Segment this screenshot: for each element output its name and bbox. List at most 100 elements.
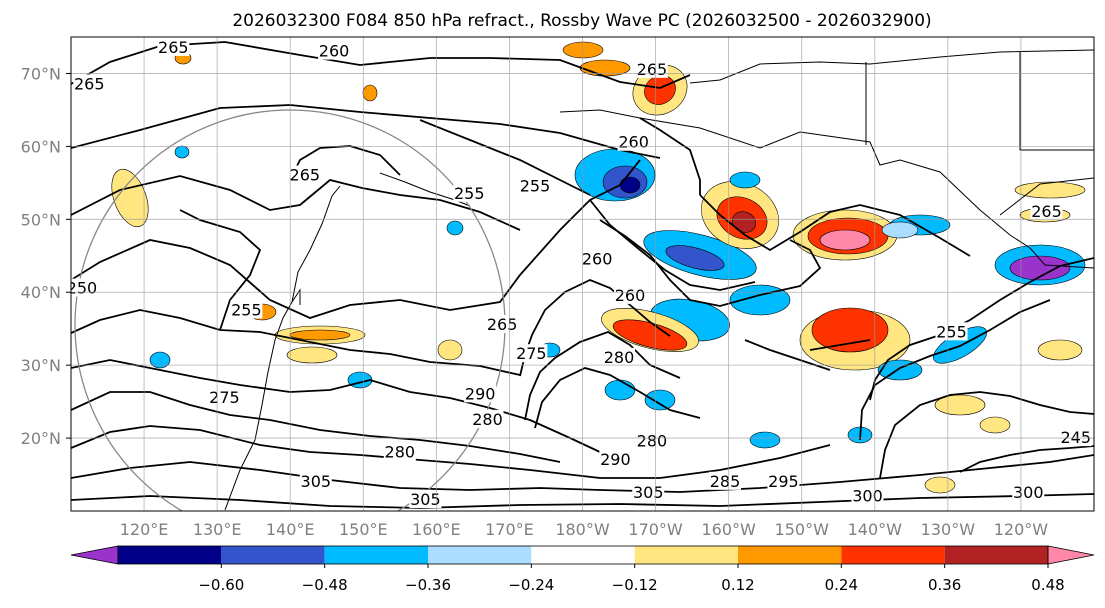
anomaly-region-48 (174, 145, 190, 159)
lon-tick-label-3: 150°E (339, 520, 388, 539)
anomaly-region-10 (619, 176, 641, 194)
colorbar-segment-6 (738, 546, 842, 564)
lon-tick-label-7: 170°W (628, 520, 683, 539)
lon-tick-label-10: 140°W (848, 520, 903, 539)
anomaly-region-33 (1009, 255, 1071, 281)
contour-label-17: 280 (385, 443, 416, 462)
contour-label-22: 305 (410, 490, 441, 509)
anomaly-region-42 (604, 379, 636, 401)
anomaly-region-26 (289, 329, 351, 341)
anomaly-region-40 (749, 431, 781, 449)
anomaly-region-51 (644, 389, 676, 411)
lon-tick-label-4: 160°E (412, 520, 461, 539)
contour-label-bg-7 (519, 176, 552, 195)
lon-tick-label-6: 180°W (555, 520, 610, 539)
chart-title: 2026032300 F084 850 hPa refract., Rossby… (232, 11, 931, 31)
contour-label-16: 275 (209, 388, 240, 407)
anomaly-region-36 (1037, 339, 1083, 361)
contour-label-bg-18 (471, 409, 504, 428)
contour-label-9: 255 (231, 300, 262, 319)
contour-label-15: 290 (465, 384, 496, 403)
anomaly-region-35 (877, 359, 923, 381)
contour-label-0: 265 (74, 74, 105, 93)
contour-label-bg-19 (599, 449, 632, 468)
lat-tick-label-2: 40°N (21, 283, 61, 302)
contour-label-10: 265 (487, 315, 518, 334)
contour-label-8: 250 (67, 279, 98, 298)
colorbar-extend-max (1047, 545, 1095, 565)
lon-tick-label-11: 130°W (921, 520, 976, 539)
contour-label-5: 265 (290, 166, 321, 185)
contour-label-30: 255 (936, 322, 967, 341)
anomaly-region-4 (562, 41, 604, 59)
anomaly-region-3 (362, 84, 378, 102)
contour-label-bg-27 (1012, 482, 1045, 501)
lat-tick-label-5: 70°N (21, 64, 61, 83)
colorbar-segment-1 (221, 546, 325, 564)
colorbar-tick-label-6: 0.24 (825, 576, 858, 594)
colorbar-tick-label-1: −0.48 (302, 576, 348, 594)
anomaly-region-29 (437, 339, 463, 361)
refractivity-shading (111, 41, 1086, 494)
colorbar-tick-label-8: 0.48 (1031, 576, 1064, 594)
colorbar-segment-4 (531, 546, 635, 564)
contour-label-bg-12 (581, 249, 614, 268)
contour-label-4: 260 (618, 133, 649, 152)
lat-tick-label-4: 60°N (21, 137, 61, 156)
contour-label-bg-17 (383, 442, 416, 461)
contour-label-bg-23 (632, 482, 665, 501)
contour-lines (71, 41, 1094, 509)
lat-tick-label-3: 50°N (21, 210, 61, 229)
contour-label-19: 290 (600, 450, 631, 469)
lat-tick-label-0: 20°N (21, 429, 61, 448)
colorbar-segment-8 (944, 546, 1048, 564)
lat-tick-label-1: 30°N (21, 356, 61, 375)
contour-label-27: 300 (1013, 483, 1044, 502)
contour-label-11: 260 (615, 286, 646, 305)
colorbar-tick-label-2: −0.36 (405, 576, 451, 594)
contour-label-bg-9 (230, 300, 263, 319)
contour-label-23: 305 (633, 483, 664, 502)
contour-label-bg-29 (1030, 202, 1063, 221)
longitude-tick-labels: 120°E 130°E 140°E 150°E 160°E 170°E 180°W 170°W… (120, 520, 1049, 539)
colorbar-tick-label-5: 0.12 (721, 576, 754, 594)
contour-label-2: 260 (319, 42, 350, 61)
anomaly-region-20 (819, 229, 871, 251)
colorbar-tick-label-0: −0.60 (198, 576, 244, 594)
contour-label-28: 245 (1060, 428, 1091, 447)
contour-label-bg-14 (603, 347, 636, 366)
contour-label-bg-13 (515, 344, 548, 363)
colorbar-segment-7 (841, 546, 945, 564)
lon-tick-label-8: 160°W (701, 520, 756, 539)
colorbar-tick-labels: −0.60 −0.48 −0.36 −0.24 −0.12 0.12 0.24 0.36 0.4… (198, 564, 1065, 594)
contour-label-6: 255 (454, 184, 485, 203)
anomaly-region-49 (446, 220, 464, 236)
contour-label-bg-25 (767, 471, 800, 490)
lon-tick-label-1: 130°E (193, 520, 242, 539)
contour-label-bg-28 (1059, 428, 1092, 447)
colorbar-segment-3 (428, 546, 532, 564)
lon-tick-label-0: 120°E (120, 520, 169, 539)
anomaly-region-1 (111, 168, 149, 228)
map-frame (70, 36, 1095, 512)
colorbar-extend-min (70, 545, 119, 565)
lon-tick-label-12: 120°W (994, 520, 1049, 539)
anomaly-region-39 (924, 476, 956, 494)
contour-label-bg-1 (157, 37, 190, 56)
contour-label-bg-0 (73, 74, 106, 93)
contour-label-24: 285 (710, 472, 741, 491)
contour-label-13: 275 (516, 344, 547, 363)
lon-tick-label-2: 140°E (266, 520, 315, 539)
contour-label-14: 280 (604, 348, 635, 367)
contour-label-bg-26 (851, 486, 884, 505)
anomaly-region-47 (881, 221, 919, 239)
anomaly-region-27 (286, 346, 338, 364)
anomaly-region-30 (1014, 181, 1086, 199)
colorbar-segment-5 (634, 546, 738, 564)
contour-label-7: 255 (520, 176, 551, 195)
contour-label-bg-5 (288, 165, 321, 184)
contour-label-bg-6 (453, 183, 486, 202)
contour-label-bg-20 (635, 431, 668, 450)
anomaly-region-44 (149, 351, 171, 369)
